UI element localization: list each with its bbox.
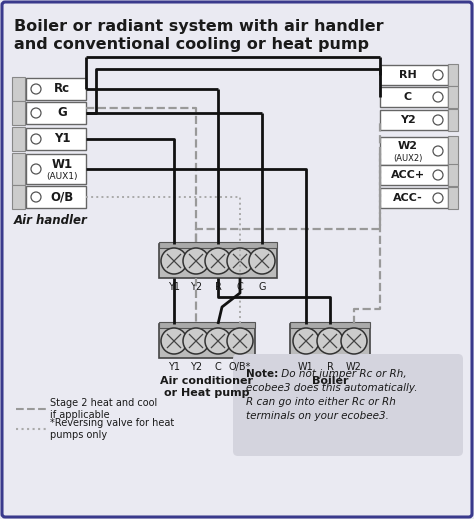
- Text: RH: RH: [399, 70, 417, 80]
- Text: Boiler: Boiler: [312, 376, 348, 386]
- FancyBboxPatch shape: [233, 354, 463, 456]
- FancyBboxPatch shape: [448, 64, 458, 86]
- Text: C: C: [404, 92, 412, 102]
- FancyBboxPatch shape: [380, 188, 448, 208]
- Text: W2: W2: [346, 362, 362, 372]
- FancyBboxPatch shape: [380, 65, 448, 85]
- Circle shape: [433, 70, 443, 80]
- Circle shape: [341, 328, 367, 354]
- Circle shape: [317, 328, 343, 354]
- Text: pumps only: pumps only: [50, 430, 107, 440]
- Circle shape: [31, 164, 41, 174]
- FancyBboxPatch shape: [290, 324, 370, 358]
- Text: W2: W2: [398, 141, 418, 151]
- Circle shape: [249, 248, 275, 274]
- Text: Boiler or radiant system with air handler: Boiler or radiant system with air handle…: [14, 20, 383, 34]
- FancyBboxPatch shape: [26, 186, 86, 208]
- Circle shape: [183, 248, 209, 274]
- Text: Stage 2 heat and cool: Stage 2 heat and cool: [50, 398, 157, 408]
- Text: Air handler: Air handler: [14, 214, 88, 227]
- FancyBboxPatch shape: [26, 154, 86, 184]
- Circle shape: [31, 108, 41, 118]
- FancyBboxPatch shape: [26, 102, 86, 124]
- FancyBboxPatch shape: [159, 322, 255, 328]
- FancyBboxPatch shape: [12, 77, 25, 101]
- Circle shape: [161, 248, 187, 274]
- FancyBboxPatch shape: [448, 187, 458, 209]
- Text: (AUX2): (AUX2): [393, 154, 423, 162]
- FancyBboxPatch shape: [448, 86, 458, 108]
- FancyBboxPatch shape: [380, 87, 448, 107]
- Text: Do not jumper Rc or Rh,: Do not jumper Rc or Rh,: [278, 369, 407, 379]
- Circle shape: [161, 328, 187, 354]
- FancyBboxPatch shape: [448, 136, 458, 166]
- Text: Rc: Rc: [54, 83, 70, 95]
- Text: Y2: Y2: [190, 282, 202, 292]
- Text: and conventional cooling or heat pump: and conventional cooling or heat pump: [14, 37, 369, 52]
- Text: Y1: Y1: [168, 362, 180, 372]
- FancyBboxPatch shape: [380, 165, 448, 185]
- Text: R: R: [215, 282, 221, 292]
- Text: Y2: Y2: [190, 362, 202, 372]
- FancyBboxPatch shape: [26, 128, 86, 150]
- FancyBboxPatch shape: [159, 324, 255, 358]
- Text: Y1: Y1: [168, 282, 180, 292]
- FancyBboxPatch shape: [12, 185, 25, 209]
- Circle shape: [433, 146, 443, 156]
- Circle shape: [31, 84, 41, 94]
- Circle shape: [433, 170, 443, 180]
- Text: *Reversing valve for heat: *Reversing valve for heat: [50, 418, 174, 428]
- Circle shape: [293, 328, 319, 354]
- Circle shape: [31, 134, 41, 144]
- Circle shape: [433, 115, 443, 125]
- FancyBboxPatch shape: [380, 137, 448, 165]
- Circle shape: [183, 328, 209, 354]
- FancyBboxPatch shape: [290, 322, 370, 328]
- Text: R: R: [327, 362, 333, 372]
- FancyBboxPatch shape: [12, 153, 25, 185]
- FancyBboxPatch shape: [380, 110, 448, 130]
- Text: Air conditioner: Air conditioner: [161, 376, 254, 386]
- Circle shape: [433, 92, 443, 102]
- Circle shape: [205, 328, 231, 354]
- FancyBboxPatch shape: [448, 109, 458, 131]
- FancyBboxPatch shape: [12, 101, 25, 125]
- Text: G: G: [57, 106, 67, 119]
- FancyBboxPatch shape: [26, 78, 86, 100]
- FancyBboxPatch shape: [159, 244, 277, 278]
- Text: or Heat pump: or Heat pump: [164, 388, 250, 398]
- FancyBboxPatch shape: [159, 242, 277, 248]
- Text: O/B: O/B: [50, 190, 73, 203]
- Circle shape: [227, 248, 253, 274]
- Circle shape: [227, 328, 253, 354]
- Text: O/B*: O/B*: [229, 362, 251, 372]
- Circle shape: [205, 248, 231, 274]
- Text: ACC+: ACC+: [391, 170, 425, 180]
- Text: terminals on your ecobee3.: terminals on your ecobee3.: [246, 411, 389, 421]
- FancyBboxPatch shape: [12, 127, 25, 151]
- Text: R can go into either Rc or Rh: R can go into either Rc or Rh: [246, 397, 396, 407]
- Circle shape: [31, 192, 41, 202]
- Text: G: G: [258, 282, 266, 292]
- Text: W1: W1: [52, 157, 73, 171]
- FancyBboxPatch shape: [448, 164, 458, 186]
- Circle shape: [433, 193, 443, 203]
- Text: W1: W1: [298, 362, 314, 372]
- Text: (AUX1): (AUX1): [46, 171, 78, 181]
- Text: Note:: Note:: [246, 369, 278, 379]
- Text: C: C: [237, 282, 243, 292]
- Text: C: C: [215, 362, 221, 372]
- Text: if applicable: if applicable: [50, 410, 109, 420]
- Text: Y1: Y1: [54, 132, 70, 145]
- Text: ACC-: ACC-: [393, 193, 423, 203]
- Text: ecobee3 does this automatically.: ecobee3 does this automatically.: [246, 383, 418, 393]
- Text: Y2: Y2: [400, 115, 416, 125]
